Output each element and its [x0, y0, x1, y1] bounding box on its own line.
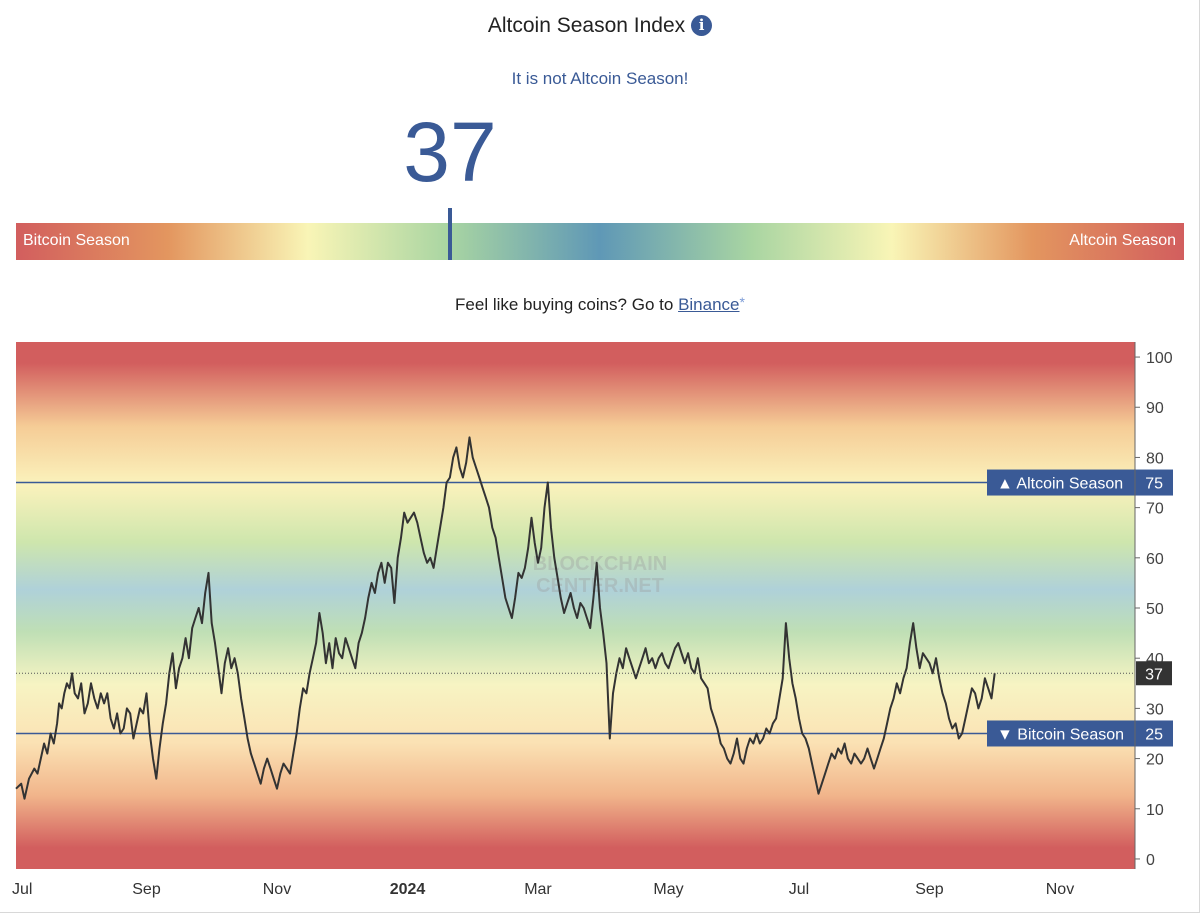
- current-value-label: 37: [1145, 666, 1163, 683]
- y-tick-label: 80: [1146, 450, 1164, 467]
- binance-link[interactable]: Binance: [678, 295, 740, 314]
- altcoin-season-chart: BLOCKCHAIN CENTER.NET ▲ Altcoin Season 75 ▼…: [12, 342, 1173, 898]
- y-tick-label: 70: [1146, 501, 1164, 518]
- season-status: It is not Altcoin Season!: [511, 69, 689, 88]
- y-tick-label: 60: [1146, 551, 1164, 568]
- y-tick-label: 0: [1146, 852, 1155, 869]
- y-tick-label: 30: [1146, 701, 1164, 718]
- current-value-marker: 37: [16, 661, 1172, 686]
- promo-line: Feel like buying coins? Go to Binance*: [0, 294, 1200, 315]
- y-tick-label: 90: [1146, 400, 1164, 417]
- y-tick-label: 50: [1146, 601, 1164, 618]
- index-value: 37: [403, 105, 497, 199]
- x-tick-label: Jul: [12, 881, 32, 898]
- season-gauge: Bitcoin Season Altcoin Season: [16, 223, 1184, 260]
- plot-background: [16, 342, 1135, 869]
- reference-label-box: [987, 469, 1173, 496]
- reference-label-text: ▼ Bitcoin Season: [997, 726, 1124, 743]
- page-title: Altcoin Season Index: [487, 14, 686, 37]
- x-axis-ticks: Jul Sep Nov 2024 Mar May Jul Sep Nov: [12, 881, 1074, 898]
- current-value-box: [1136, 661, 1172, 686]
- promo-asterisk: *: [739, 294, 745, 310]
- x-tick-label: Sep: [132, 881, 161, 898]
- promo-text: Feel like buying coins? Go to: [455, 295, 674, 314]
- reference-lines: ▲ Altcoin Season 75 ▼ Bitcoin Season 25: [16, 469, 1173, 747]
- y-tick-label: 100: [1146, 350, 1173, 367]
- x-tick-label: Mar: [524, 881, 552, 898]
- x-tick-label: 2024: [390, 881, 426, 898]
- reference-value-text: 75: [1145, 476, 1163, 493]
- series-line: [15, 436, 996, 800]
- x-tick-label: Nov: [1046, 881, 1074, 898]
- watermark-text: BLOCKCHAIN: [533, 553, 667, 575]
- x-tick-label: Jul: [789, 881, 809, 898]
- gauge-marker: [448, 208, 452, 260]
- gauge-right-label: Altcoin Season: [1069, 232, 1176, 249]
- x-tick-label: Sep: [915, 881, 944, 898]
- watermark-text-line2: CENTER.NET: [536, 575, 664, 597]
- reference-label-box: [987, 720, 1173, 747]
- watermark: BLOCKCHAIN CENTER.NET: [533, 553, 667, 597]
- y-tick-label: 10: [1146, 802, 1164, 819]
- reference-label-altcoin: ▲ Altcoin Season 75: [987, 469, 1173, 496]
- info-icon[interactable]: i: [691, 15, 713, 36]
- y-tick-label: 20: [1146, 752, 1164, 769]
- reference-label-text: ▲ Altcoin Season: [997, 476, 1123, 493]
- reference-label-bitcoin: ▼ Bitcoin Season 25: [987, 720, 1173, 747]
- x-tick-label: Nov: [263, 881, 291, 898]
- reference-value-text: 25: [1145, 726, 1163, 743]
- x-tick-label: May: [653, 881, 683, 898]
- header: Altcoin Season Index i: [0, 14, 1200, 38]
- gauge-left-label: Bitcoin Season: [23, 232, 130, 249]
